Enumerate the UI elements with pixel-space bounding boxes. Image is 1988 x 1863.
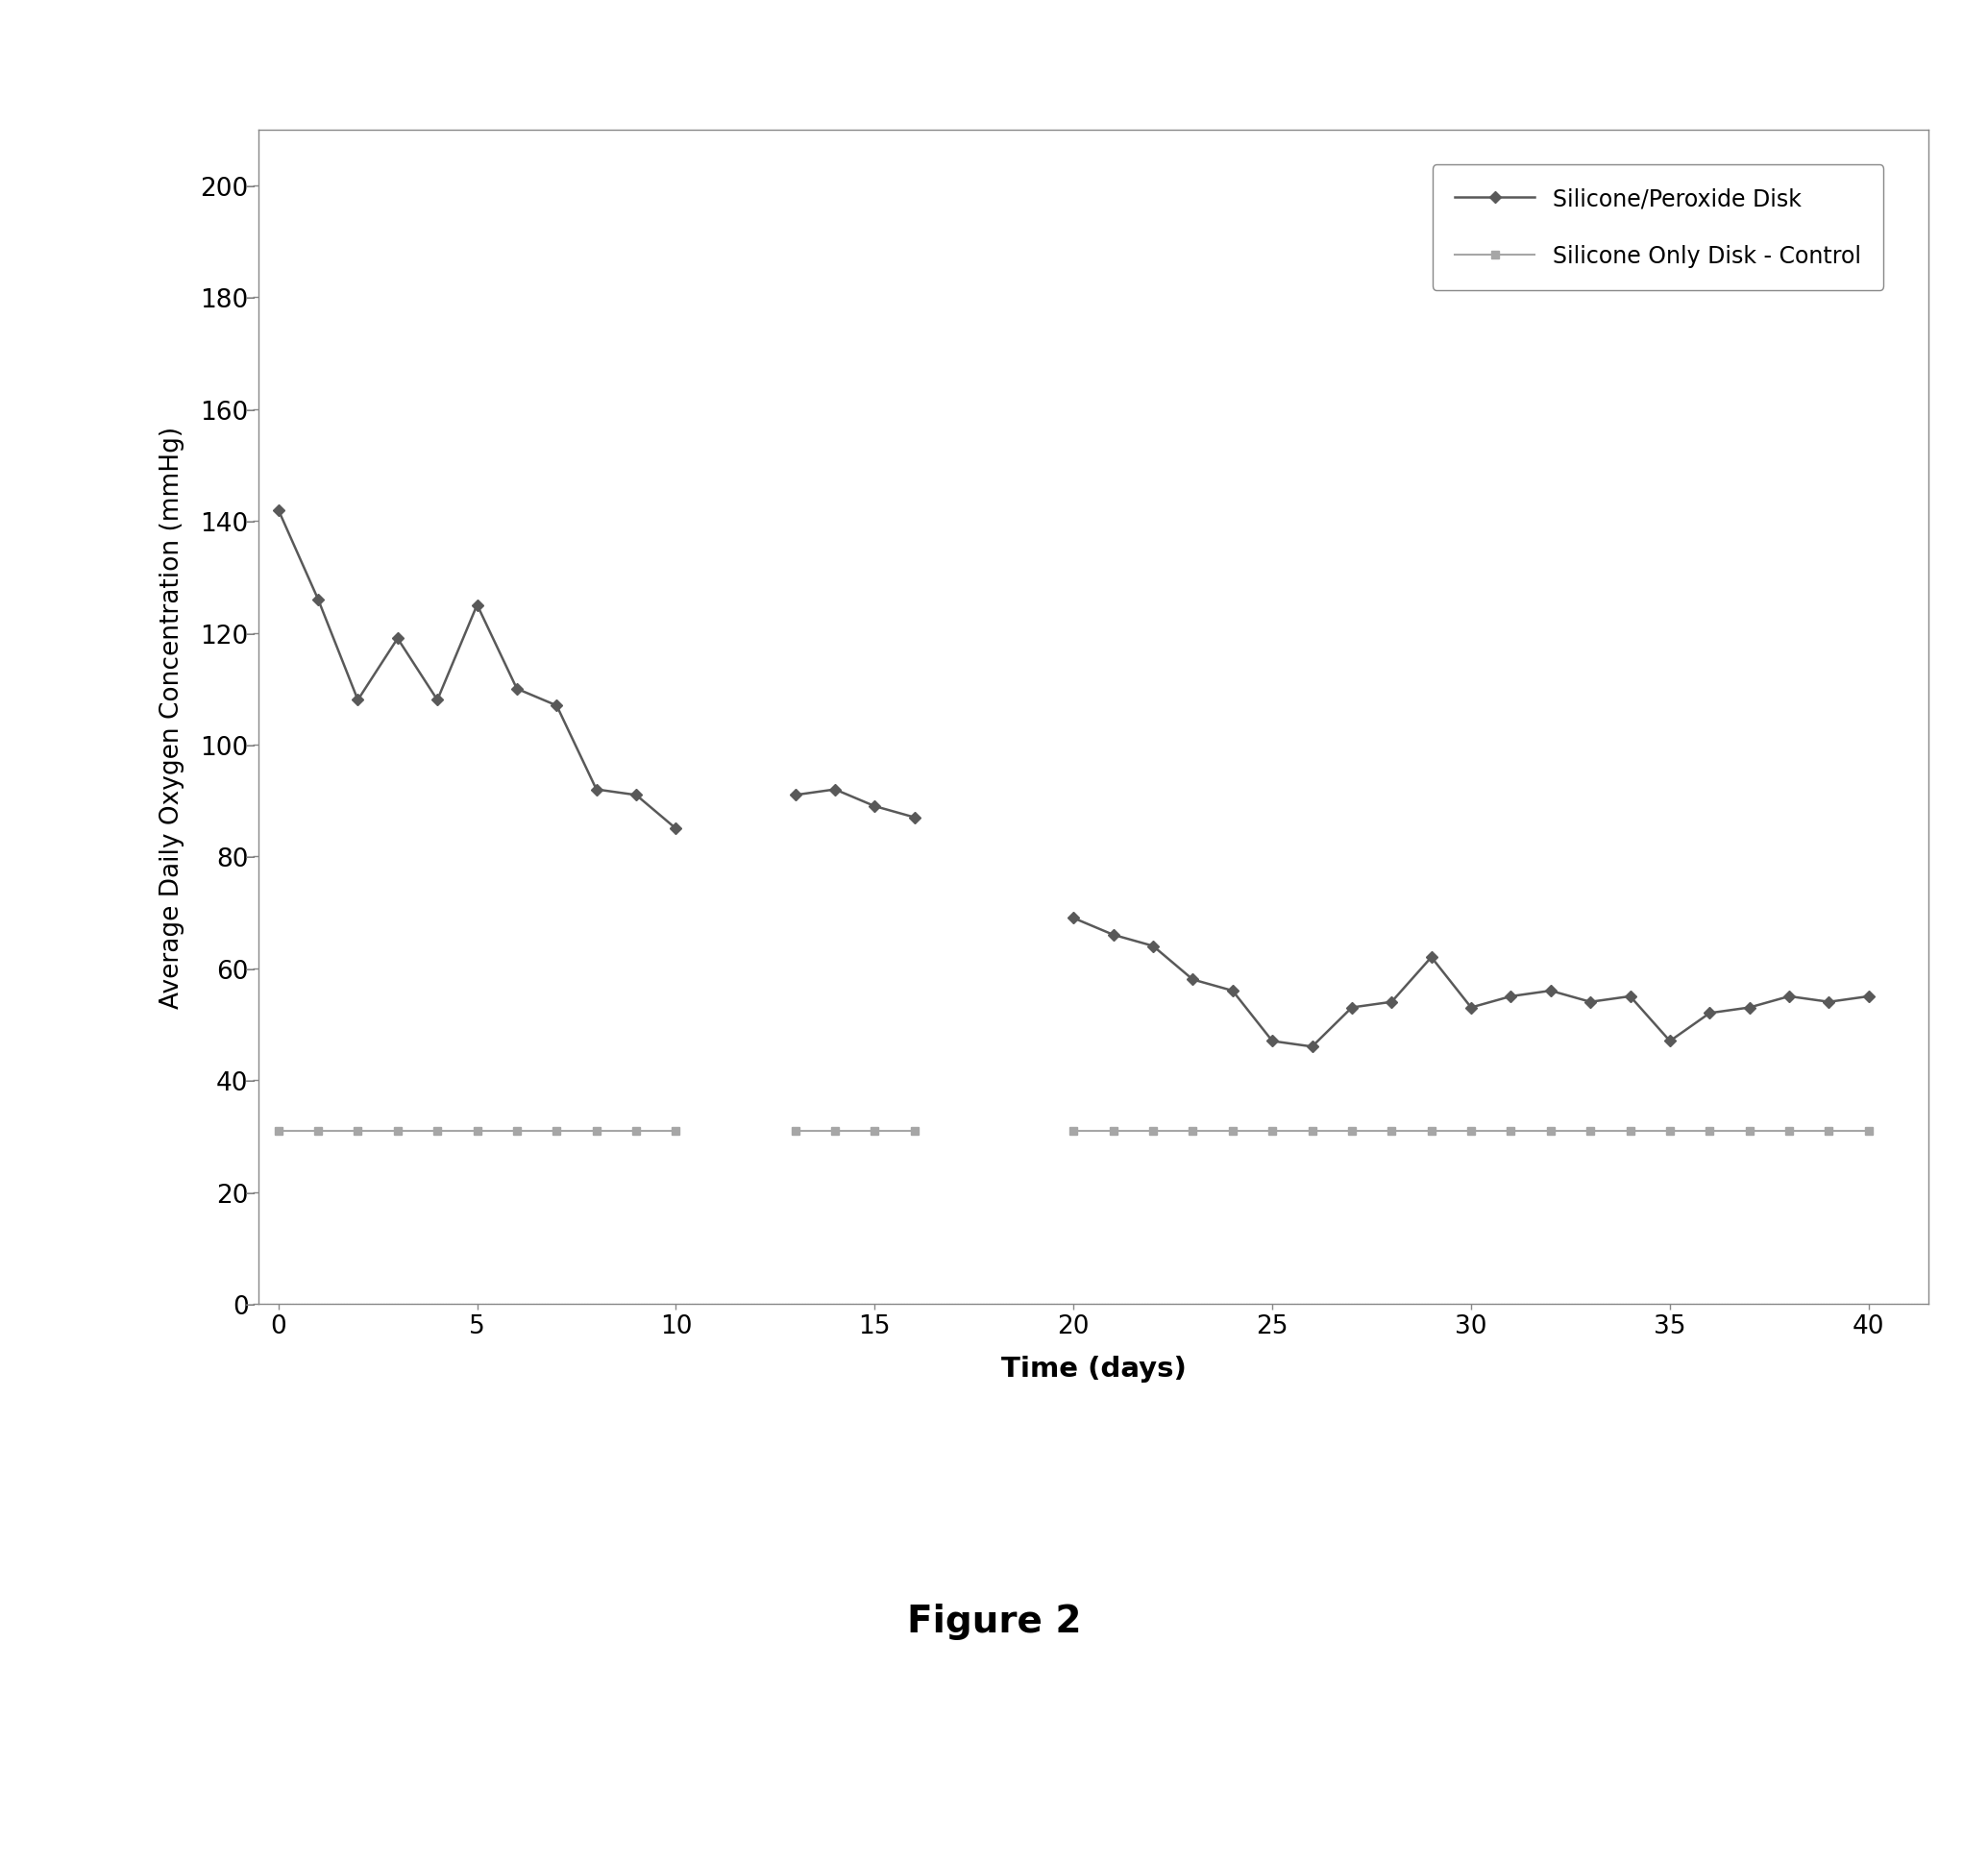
- Silicone/Peroxide Disk: [306, 589, 330, 611]
- Text: –: –: [245, 177, 256, 196]
- Silicone Only Disk - Control: [624, 1120, 648, 1142]
- Text: –: –: [245, 289, 256, 307]
- Text: –: –: [245, 959, 256, 978]
- Silicone/Peroxide Disk: [266, 499, 290, 522]
- Text: –: –: [245, 1183, 256, 1202]
- Silicone/Peroxide Disk: [584, 779, 608, 801]
- Text: –: –: [245, 1071, 256, 1090]
- Silicone/Peroxide Disk: [545, 695, 569, 717]
- Silicone/Peroxide Disk: [465, 594, 489, 617]
- Silicone/Peroxide Disk: [624, 784, 648, 807]
- Silicone Only Disk - Control: [425, 1120, 449, 1142]
- Text: –: –: [245, 1295, 256, 1313]
- Silicone/Peroxide Disk: [425, 689, 449, 712]
- Silicone Only Disk - Control: [584, 1120, 608, 1142]
- Silicone Only Disk - Control: [386, 1120, 410, 1142]
- Text: –: –: [245, 401, 256, 419]
- Silicone Only Disk - Control: [505, 1120, 529, 1142]
- Silicone/Peroxide Disk: [386, 628, 410, 650]
- Silicone Only Disk - Control: [664, 1120, 688, 1142]
- Silicone Only Disk - Control: [465, 1120, 489, 1142]
- Silicone Only Disk - Control: [346, 1120, 370, 1142]
- X-axis label: Time (days): Time (days): [1000, 1354, 1187, 1382]
- Silicone/Peroxide Disk: [505, 678, 529, 700]
- Silicone/Peroxide Disk: [664, 818, 688, 840]
- Text: –: –: [245, 736, 256, 755]
- Text: –: –: [245, 624, 256, 643]
- Text: Figure 2: Figure 2: [907, 1602, 1081, 1639]
- Text: –: –: [245, 512, 256, 531]
- Silicone Only Disk - Control: [306, 1120, 330, 1142]
- Silicone Only Disk - Control: [266, 1120, 290, 1142]
- Text: –: –: [245, 848, 256, 866]
- Line: Silicone/Peroxide Disk: Silicone/Peroxide Disk: [274, 507, 680, 833]
- Line: Silicone Only Disk - Control: Silicone Only Disk - Control: [274, 1127, 680, 1135]
- Legend: Silicone/Peroxide Disk, Silicone Only Disk - Control: Silicone/Peroxide Disk, Silicone Only Di…: [1431, 166, 1883, 291]
- Silicone/Peroxide Disk: [346, 689, 370, 712]
- Silicone Only Disk - Control: [545, 1120, 569, 1142]
- Y-axis label: Average Daily Oxygen Concentration (mmHg): Average Daily Oxygen Concentration (mmHg…: [159, 427, 185, 1008]
